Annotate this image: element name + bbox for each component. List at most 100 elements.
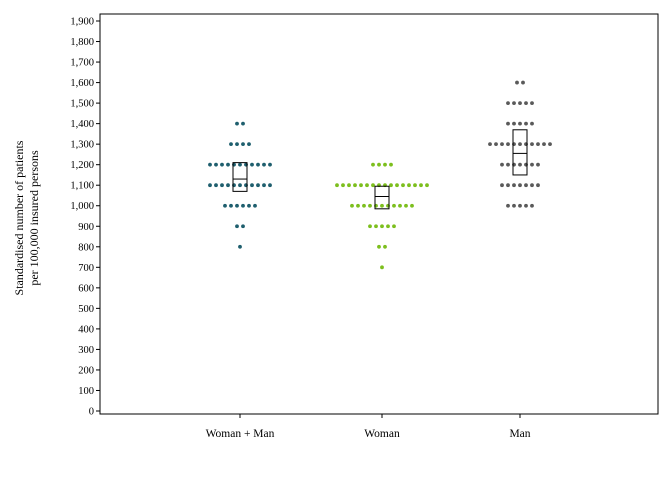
data-point [238,183,242,188]
data-point [518,101,522,106]
data-point [377,244,381,249]
data-point [530,121,534,126]
data-point [518,121,522,126]
data-point [247,203,251,208]
series-3 [488,80,552,208]
data-point [235,224,239,229]
data-point [235,203,239,208]
y-tick-label: 1,600 [70,78,94,89]
iqr-box [232,162,248,192]
data-point [500,142,504,147]
data-point [380,203,384,208]
data-point [241,142,245,147]
data-point [506,101,510,106]
data-point [542,142,546,147]
y-tick-label: 1,000 [70,201,94,212]
data-point [530,162,534,167]
data-point [335,183,339,188]
data-point [521,80,525,85]
data-marks [208,80,552,270]
data-point [368,203,372,208]
data-point [368,224,372,229]
y-tick-label: 300 [78,345,94,356]
data-point [392,224,396,229]
data-point [377,162,381,167]
y-tick-label: 1,800 [70,37,94,48]
data-point [401,183,405,188]
y-tick-label: 1,200 [70,160,94,171]
x-tick-label: Woman [364,428,400,440]
series-2 [335,162,429,270]
data-point [359,183,363,188]
data-point [536,183,540,188]
y-tick-label: 1,400 [70,119,94,130]
data-point [392,203,396,208]
data-point [386,224,390,229]
data-point [235,121,239,126]
data-point [353,183,357,188]
data-point [256,183,260,188]
y-tick-label: 900 [78,222,94,233]
data-point [506,162,510,167]
data-point [530,183,534,188]
data-point [371,162,375,167]
data-point [404,203,408,208]
series-1 [208,121,272,249]
data-point [500,162,504,167]
data-point [506,203,510,208]
data-point [214,162,218,167]
data-point [235,142,239,147]
data-point [494,142,498,147]
data-point [220,162,224,167]
y-tick-label: 500 [78,304,94,315]
y-tick-label: 1,300 [70,140,94,151]
data-point [518,203,522,208]
data-point [229,203,233,208]
data-point [241,121,245,126]
data-point [229,142,233,147]
data-point [380,265,384,270]
x-tick-label: Man [509,428,530,440]
iqr-box [512,129,528,176]
data-point [410,203,414,208]
data-point [365,183,369,188]
data-point [208,162,212,167]
data-point [515,80,519,85]
y-tick-label: 0 [89,407,94,418]
y-tick-label: 1,100 [70,181,94,192]
data-point [536,142,540,147]
data-point [488,142,492,147]
data-point [518,162,522,167]
data-point [398,203,402,208]
data-point [536,162,540,167]
data-point [362,203,366,208]
data-point [524,203,528,208]
data-point [506,142,510,147]
y-tick-label: 200 [78,365,94,376]
y-axis-title-line-2: per 100,000 insured persons [27,150,41,286]
data-point [512,101,516,106]
data-point [223,203,227,208]
data-point [247,142,251,147]
data-point [214,183,218,188]
data-point [389,183,393,188]
data-point [220,183,224,188]
data-point [241,224,245,229]
iqr-box [374,185,390,210]
data-point [524,183,528,188]
data-point [518,183,522,188]
data-point [395,183,399,188]
data-point [268,183,272,188]
data-point [407,183,411,188]
data-point [530,203,534,208]
y-tick-label: 1,500 [70,99,94,110]
data-point [425,183,429,188]
y-tick-label: 1,900 [70,17,94,28]
y-tick-label: 1,700 [70,58,94,69]
data-point [262,183,266,188]
data-point [530,101,534,106]
data-point [238,244,242,249]
data-point [226,183,230,188]
